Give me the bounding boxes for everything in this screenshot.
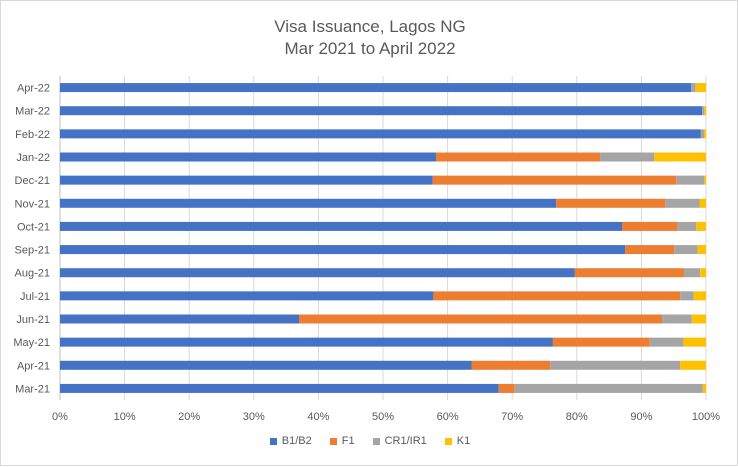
bar-segment-b1-b2 [60, 245, 626, 255]
legend-label-f1: F1 [341, 435, 355, 447]
bar-segment-f1 [556, 198, 666, 208]
x-tick-label: 80% [566, 411, 588, 423]
y-tick-label: Mar-22 [15, 106, 50, 118]
bar-segment-k1 [700, 268, 706, 278]
bar-segment-cr1-ir1 [691, 83, 696, 93]
x-tick-label: 50% [372, 411, 394, 423]
chart-title-line-1: Visa Issuance, Lagos NG [274, 17, 466, 36]
bar-segment-cr1-ir1 [684, 268, 701, 278]
bar-segment-k1 [697, 245, 706, 255]
bar-segment-cr1-ir1 [649, 337, 684, 347]
bar-segment-cr1-ir1 [700, 129, 705, 139]
bar-segment-k1 [696, 221, 706, 231]
legend-label-cr1-ir1: CR1/IR1 [384, 435, 427, 447]
bar-segment-k1 [704, 175, 706, 185]
bar-segment-f1 [299, 314, 663, 324]
bar-segment-f1 [471, 360, 551, 370]
bar-segment-f1 [498, 383, 515, 393]
bar-segment-f1 [552, 337, 650, 347]
bar-segment-k1 [683, 337, 706, 347]
bar-segment-cr1-ir1 [662, 314, 692, 324]
legend: B1/B2 F1 CR1/IR1 K1 [1, 435, 738, 447]
bar-segment-k1 [680, 360, 706, 370]
bar-segment-k1 [702, 383, 706, 393]
x-tick-label: 30% [243, 411, 265, 423]
legend-item-k1: K1 [444, 435, 471, 447]
x-tick-label: 40% [307, 411, 329, 423]
legend-item-cr1-ir1: CR1/IR1 [372, 435, 427, 447]
y-tick-label: Feb-22 [15, 129, 50, 141]
y-tick-label: May-21 [13, 337, 50, 349]
chart-title-line-2: Mar 2021 to April 2022 [284, 39, 456, 58]
x-tick-label: 0% [52, 411, 68, 423]
y-tick-label: Oct-21 [17, 221, 50, 233]
x-tick-label: 60% [437, 411, 459, 423]
bar-segment-cr1-ir1 [680, 291, 694, 301]
bar-segment-f1 [433, 291, 681, 301]
bar-segment-b1-b2 [60, 268, 575, 278]
y-tick-label: Apr-22 [17, 83, 50, 95]
bar-segment-b1-b2 [60, 83, 692, 93]
bar-segment-b1-b2 [60, 106, 703, 116]
y-tick-label: Sep-21 [15, 245, 50, 257]
bar-segment-cr1-ir1 [550, 360, 681, 370]
bar-segment-k1 [695, 83, 706, 93]
y-tick-label: Jun-21 [16, 314, 50, 326]
bar-segment-cr1-ir1 [665, 198, 700, 208]
legend-swatch-b1b2 [269, 437, 277, 445]
bar-segment-cr1-ir1 [702, 106, 705, 116]
x-tick-label: 70% [501, 411, 523, 423]
legend-swatch-f1 [329, 437, 337, 445]
bar-segment-k1 [699, 198, 706, 208]
legend-label-b1b2: B1/B2 [281, 435, 312, 447]
y-tick-label: Apr-21 [17, 360, 50, 372]
bar-segment-b1-b2 [60, 360, 472, 370]
bar-segment-f1 [625, 245, 675, 255]
bar-segment-cr1-ir1 [674, 245, 698, 255]
bar-segment-cr1-ir1 [514, 383, 703, 393]
x-tick-label: 100% [692, 411, 720, 423]
x-tick-label: 10% [114, 411, 136, 423]
bar-segment-b1-b2 [60, 152, 436, 162]
x-tick-label: 20% [178, 411, 200, 423]
y-tick-label: Nov-21 [15, 198, 50, 210]
bar-segment-b1-b2 [60, 221, 623, 231]
bar-segment-k1 [704, 106, 706, 116]
bar-segment-f1 [574, 268, 685, 278]
bar-segment-b1-b2 [60, 129, 701, 139]
legend-item-b1b2: B1/B2 [269, 435, 312, 447]
legend-item-f1: F1 [329, 435, 355, 447]
bar-segment-k1 [704, 129, 706, 139]
bar-segment-f1 [435, 152, 601, 162]
legend-label-k1: K1 [456, 435, 471, 447]
bar-segment-b1-b2 [60, 383, 499, 393]
bar-segment-cr1-ir1 [676, 175, 705, 185]
legend-swatch-k1 [444, 437, 452, 445]
bar-segment-cr1-ir1 [677, 221, 697, 231]
bar-segment-b1-b2 [60, 198, 557, 208]
y-tick-label: Jan-22 [16, 152, 50, 164]
bar-segment-b1-b2 [60, 175, 433, 185]
bar-segment-f1 [432, 175, 677, 185]
y-tick-label: Mar-21 [15, 383, 50, 395]
bar-segment-f1 [622, 221, 678, 231]
bar-segment-k1 [691, 314, 706, 324]
y-tick-label: Jul-21 [20, 291, 50, 303]
bar-segment-cr1-ir1 [600, 152, 655, 162]
bar-segment-k1 [693, 291, 706, 301]
y-tick-label: Aug-21 [15, 268, 50, 280]
bar-segment-b1-b2 [60, 337, 553, 347]
bar-segment-k1 [654, 152, 706, 162]
bar-segment-b1-b2 [60, 291, 434, 301]
y-tick-label: Dec-21 [15, 175, 50, 187]
legend-swatch-cr1-ir1 [372, 437, 380, 445]
bar-segment-b1-b2 [60, 314, 300, 324]
x-tick-label: 90% [630, 411, 652, 423]
